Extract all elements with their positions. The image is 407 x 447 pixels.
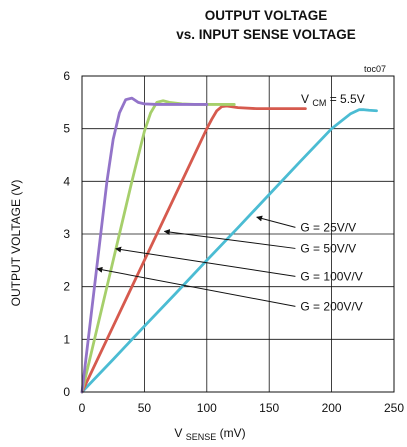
annotation-arrow-4	[96, 266, 296, 307]
annotation-arrow-2	[163, 229, 296, 249]
y-tick-label-0: 0	[63, 385, 70, 399]
y-tick-label-2: 2	[63, 280, 70, 294]
x-axis-label-main: V	[174, 426, 182, 440]
annotation-arrow-1	[256, 215, 296, 228]
x-tick-label-150: 150	[259, 401, 279, 415]
y-tick-label-6: 6	[63, 69, 70, 83]
condition-label: V CM = 5.5V	[301, 92, 365, 109]
annotation-arrow-3	[115, 246, 296, 277]
plot-frame	[81, 75, 395, 393]
x-tick-label-250: 250	[384, 401, 404, 415]
axis-layer: 0 50 100 150 200 250 0 1 2 3 4 5 6	[63, 69, 404, 415]
y-axis-label: OUTPUT VOLTAGE (V)	[9, 180, 23, 307]
series-line-g-100v-v	[80, 99, 236, 394]
series-line-g-50v-v	[80, 104, 307, 394]
x-tick-label-100: 100	[197, 401, 217, 415]
chart-title: OUTPUT VOLTAGE	[205, 8, 328, 23]
annotation-label-3: G = 100V/V	[300, 269, 362, 283]
x-tick-label-200: 200	[322, 401, 342, 415]
x-tick-label-50: 50	[138, 401, 152, 415]
annotation-label-4: G = 200V/V	[300, 299, 362, 313]
y-tick-label-4: 4	[63, 174, 70, 188]
x-axis-label-sub: SENSE	[186, 432, 217, 442]
y-tick-label-3: 3	[63, 227, 70, 241]
annotation-label-2: G = 50V/V	[300, 241, 356, 255]
series-layer	[80, 96, 378, 394]
series-line-g-25v-v	[80, 108, 378, 394]
condition-sub: CM	[312, 98, 326, 108]
annotation-label-1: G = 25V/V	[300, 220, 356, 234]
y-tick-label-5: 5	[63, 122, 70, 136]
x-tick-label-0: 0	[79, 401, 86, 415]
x-axis-label: V SENSE (mV)	[174, 426, 245, 443]
chart-subtitle: vs. INPUT SENSE VOLTAGE	[176, 27, 356, 42]
series-line-g-200v-v	[80, 96, 209, 394]
figure-tag: toc07	[364, 64, 386, 74]
y-tick-label-1: 1	[63, 332, 70, 346]
condition-main: V	[301, 92, 309, 106]
annotation-layer: G = 25V/V G = 50V/V G = 100V/V G = 200V/V	[96, 215, 363, 313]
x-axis-label-unit: (mV)	[220, 426, 246, 440]
condition-rest: = 5.5V	[330, 92, 365, 106]
